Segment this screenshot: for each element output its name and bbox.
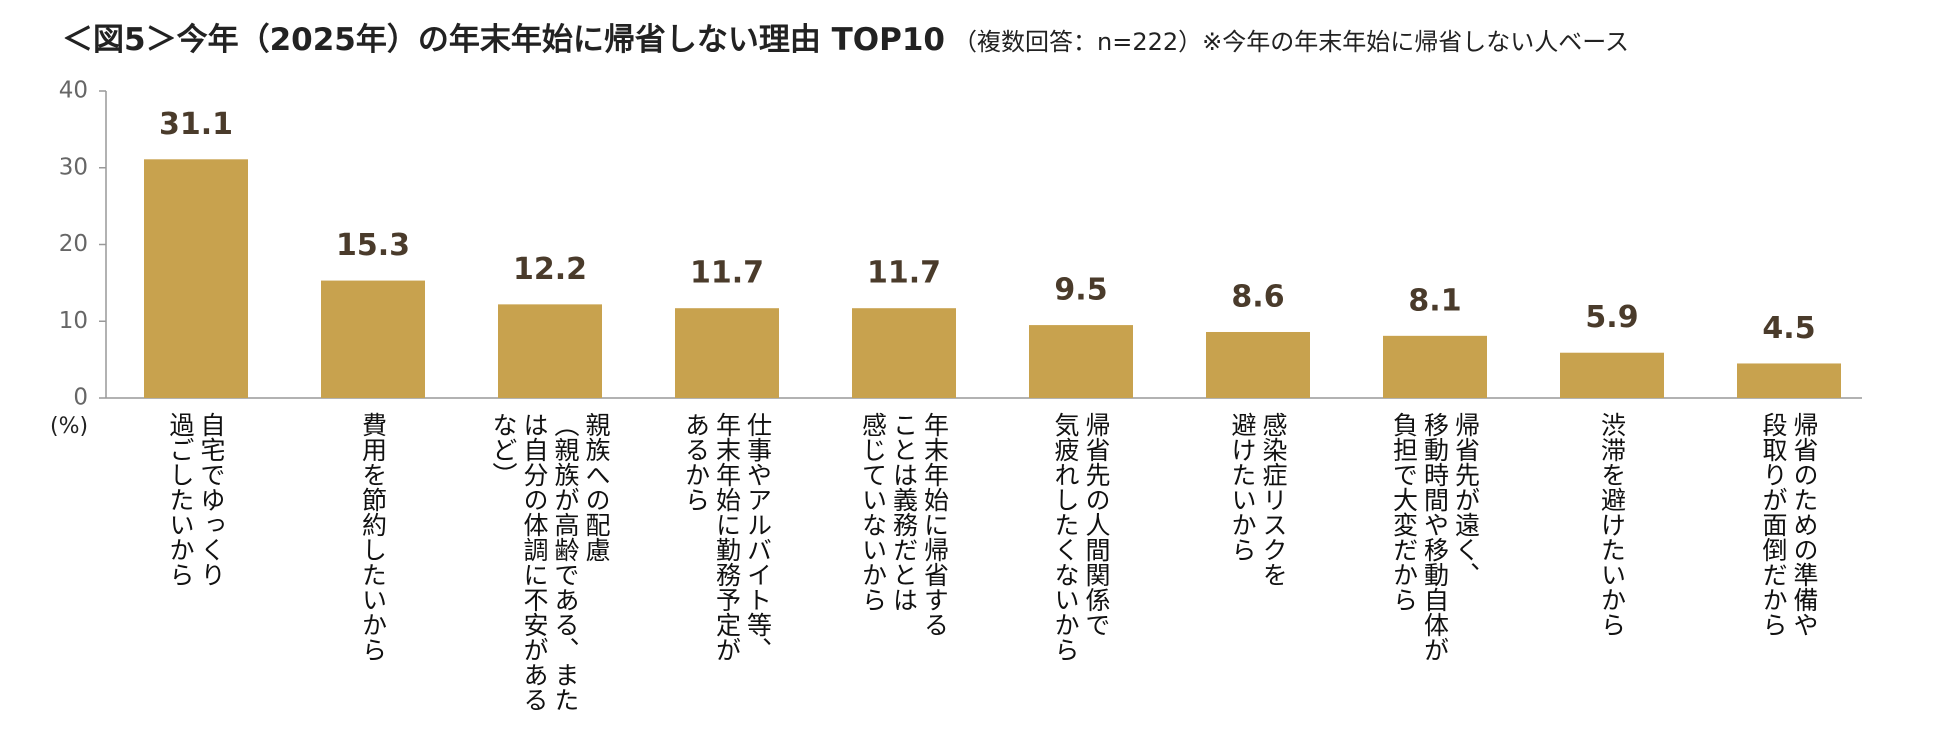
x-tick-label: 帰省のための準備や 段取りが面倒だから: [1759, 412, 1819, 637]
x-tick-label: 仕事やアルバイト等、 年末年始に勤務予定が あるから: [681, 412, 773, 662]
bar: [144, 159, 248, 398]
bar: [1206, 331, 1310, 398]
bar: [321, 280, 425, 398]
bar: [1737, 363, 1841, 398]
value-label: 4.5: [1762, 311, 1815, 346]
value-label: 11.7: [867, 256, 941, 291]
y-tick-label: 40: [59, 78, 88, 104]
x-tick-label: 帰省先が遠く、 移動時間や移動自体が 負担で大変だから: [1389, 412, 1481, 662]
chart-subtitle: （複数回答：n=222）※今年の年末年始に帰省しない人ベース: [953, 28, 1630, 56]
x-tick-label: 自宅でゆっくり 過ごしたいから: [166, 412, 226, 587]
y-tick-label: 30: [59, 154, 88, 180]
x-tick-label: 年末年始に帰省する ことは義務だとは 感じていないから: [858, 412, 950, 637]
bar: [852, 308, 956, 398]
value-label: 31.1: [159, 107, 233, 142]
bar: [498, 304, 602, 398]
x-tick-label: 帰省先の人間関係で 気疲れしたくないから: [1051, 412, 1111, 662]
bar: [1383, 335, 1487, 398]
value-label: 8.1: [1408, 283, 1461, 318]
bar: [1029, 325, 1133, 398]
y-tick-label: 20: [59, 231, 88, 257]
title-block: ＜図5＞今年（2025年）の年末年始に帰省しない理由 TOP10 （複数回答：n=…: [62, 14, 1629, 59]
value-label: 8.6: [1231, 279, 1284, 314]
y-tick-label: 0: [73, 385, 88, 411]
chart-title: ＜図5＞今年（2025年）の年末年始に帰省しない理由 TOP10: [62, 22, 945, 58]
y-tick-label: 10: [59, 308, 88, 334]
value-label: 11.7: [690, 256, 764, 291]
value-label: 12.2: [513, 252, 587, 287]
bar: [1560, 352, 1664, 398]
x-tick-label: 費用を節約したいから: [358, 412, 388, 662]
y-axis-label: (%): [50, 414, 89, 439]
x-tick-label: 感染症リスクを 避けたいから: [1228, 412, 1288, 587]
value-label: 15.3: [336, 228, 410, 263]
value-label: 5.9: [1585, 300, 1638, 335]
value-label: 9.5: [1054, 273, 1107, 308]
x-tick-label: 渋滞を避けたいから: [1597, 412, 1627, 637]
bar: [675, 308, 779, 398]
x-tick-label: 親族への配慮 （親族が高齢である、また は自分の体調に不安がある など）: [489, 412, 611, 712]
